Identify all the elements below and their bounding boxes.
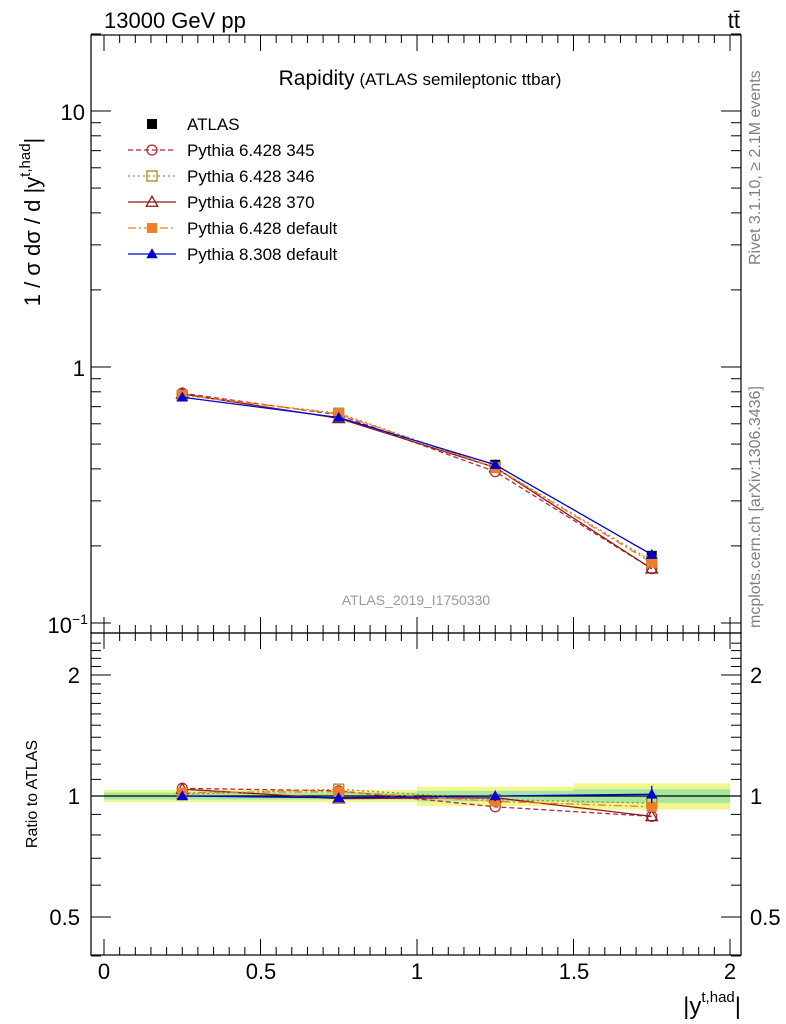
legend-marker xyxy=(146,170,158,182)
series-pythia-6-428-345 xyxy=(176,387,658,575)
data-point xyxy=(489,790,501,801)
data-point xyxy=(333,411,345,422)
main-y-ticks xyxy=(91,33,741,624)
x-tick-label-0.5: 0.5 xyxy=(246,959,277,984)
data-point xyxy=(176,790,188,801)
ratio-y-tick-label-2-left: 2 xyxy=(68,663,80,688)
data-point xyxy=(646,548,658,559)
ratio-y-ticks xyxy=(91,642,741,957)
series-pythia-8-308-default xyxy=(176,391,658,559)
side-text-rivet: Rivet 3.1.10, ≥ 2.1M events xyxy=(747,70,764,265)
data-point xyxy=(489,459,501,470)
main-series-group xyxy=(175,386,659,575)
x-axis-label: |yt,had| xyxy=(683,989,741,1020)
series-pythia-6-428-346 xyxy=(176,389,658,567)
data-point xyxy=(646,788,658,799)
chart-title-main: Rapidity xyxy=(279,67,355,90)
legend-item: Pythia 6.428 345 xyxy=(128,141,315,160)
legend-label: Pythia 6.428 370 xyxy=(187,193,315,212)
legend-label: ATLAS xyxy=(187,115,240,134)
series-line xyxy=(182,394,653,564)
legend-marker xyxy=(146,248,158,259)
legend-item: ATLAS xyxy=(147,115,240,134)
x-tick-label-2: 2 xyxy=(724,959,736,984)
ratio-panel: 2 1 0.5 2 1 0.5 Ratio to ATLAS 0 0.5 1 1… xyxy=(24,632,781,1020)
legend-marker xyxy=(145,194,159,207)
x-axis-label-body: |y xyxy=(683,993,701,1020)
ratio-y-tick-label-0.5-right: 0.5 xyxy=(750,905,781,930)
header-right: tt̄ xyxy=(728,8,740,33)
main-y-tick-label-10: 10 xyxy=(61,100,85,125)
data-point xyxy=(333,792,345,803)
header-left: 13000 GeV pp xyxy=(104,8,246,33)
series-line xyxy=(182,788,652,817)
ratio-y-tick-label-2-right: 2 xyxy=(750,663,762,688)
data-point xyxy=(176,391,188,402)
main-y-tick-label-0.1-base: 10 xyxy=(48,613,72,638)
watermark: ATLAS_2019_I1750330 xyxy=(342,592,491,608)
series-line xyxy=(182,793,652,799)
legend-marker xyxy=(146,144,158,156)
series-line xyxy=(182,788,652,804)
data-point xyxy=(644,809,659,822)
x-tick-label-1: 1 xyxy=(411,959,423,984)
data-point xyxy=(333,786,344,797)
legend-label: Pythia 8.308 default xyxy=(187,245,338,264)
series-line xyxy=(182,393,653,570)
ratio-y-axis-label: Ratio to ATLAS xyxy=(24,740,41,848)
data-point xyxy=(646,557,657,568)
series-line xyxy=(182,392,653,570)
ratio-y-tick-label-1-right: 1 xyxy=(750,784,762,809)
series-line xyxy=(182,791,652,808)
chart-title: Rapidity (ATLAS semileptonic ttbar) xyxy=(279,67,562,90)
ratio-series-group xyxy=(175,782,659,822)
x-tick-label-0: 0 xyxy=(98,959,110,984)
ratio-y-tick-label-0.5-left: 0.5 xyxy=(49,905,80,930)
legend-label: Pythia 6.428 345 xyxy=(187,141,315,160)
legend-label: Pythia 6.428 346 xyxy=(187,167,315,186)
ratio-frame xyxy=(90,632,742,956)
series-pythia-6-428-default xyxy=(177,389,657,568)
main-x-ticks xyxy=(103,35,731,633)
main-y-axis-label-sup: t,had xyxy=(17,143,34,176)
legend-item: Pythia 8.308 default xyxy=(128,245,338,264)
legend: ATLAS Pythia 6.428 345 Pythia 6.428 346 Pyt… xyxy=(128,115,338,264)
side-text-mcplots: mcplots.cern.ch [arXiv:1306.3436] xyxy=(747,386,764,628)
main-y-tick-label-0.1-exponent: −1 xyxy=(72,611,88,627)
legend-item: Pythia 6.428 370 xyxy=(128,193,315,212)
x-axis-label-sup: t,had xyxy=(701,989,734,1006)
legend-label: Pythia 6.428 default xyxy=(187,219,338,238)
series-atlas xyxy=(177,391,657,561)
chart-title-sub: (ATLAS semileptonic ttbar) xyxy=(360,70,562,89)
legend-item: Pythia 6.428 default xyxy=(128,219,338,238)
series-pythia-6-428-370 xyxy=(175,386,659,574)
data-point xyxy=(646,801,657,812)
legend-marker xyxy=(147,119,157,129)
main-y-axis-label-body: 1 / σ dσ / d |y xyxy=(20,177,45,306)
ratio-x-ticks xyxy=(103,633,731,955)
main-y-axis-label-text: 1 / σ dσ / d |yt,had| xyxy=(17,138,45,307)
series-pythia-8-308-default xyxy=(176,785,658,804)
legend-item: Pythia 6.428 346 xyxy=(128,167,315,186)
series-line xyxy=(182,394,653,562)
ratio-y-tick-label-1-left: 1 xyxy=(68,784,80,809)
data-point xyxy=(644,561,659,574)
legend-marker xyxy=(147,223,157,233)
main-y-axis-label-close: | xyxy=(20,138,45,144)
main-y-tick-label-1: 1 xyxy=(73,356,85,381)
main-panel: 10 1 10 −1 1 / σ dσ / d |yt,had| Rapidit… xyxy=(17,33,742,638)
x-axis-label-close: | xyxy=(735,993,741,1020)
series-line xyxy=(182,396,653,556)
main-y-axis-label: 1 / σ dσ / d |yt,had| xyxy=(17,138,45,307)
x-tick-label-1.5: 1.5 xyxy=(559,959,590,984)
main-y-tick-label-0.1: 10 xyxy=(48,613,72,638)
